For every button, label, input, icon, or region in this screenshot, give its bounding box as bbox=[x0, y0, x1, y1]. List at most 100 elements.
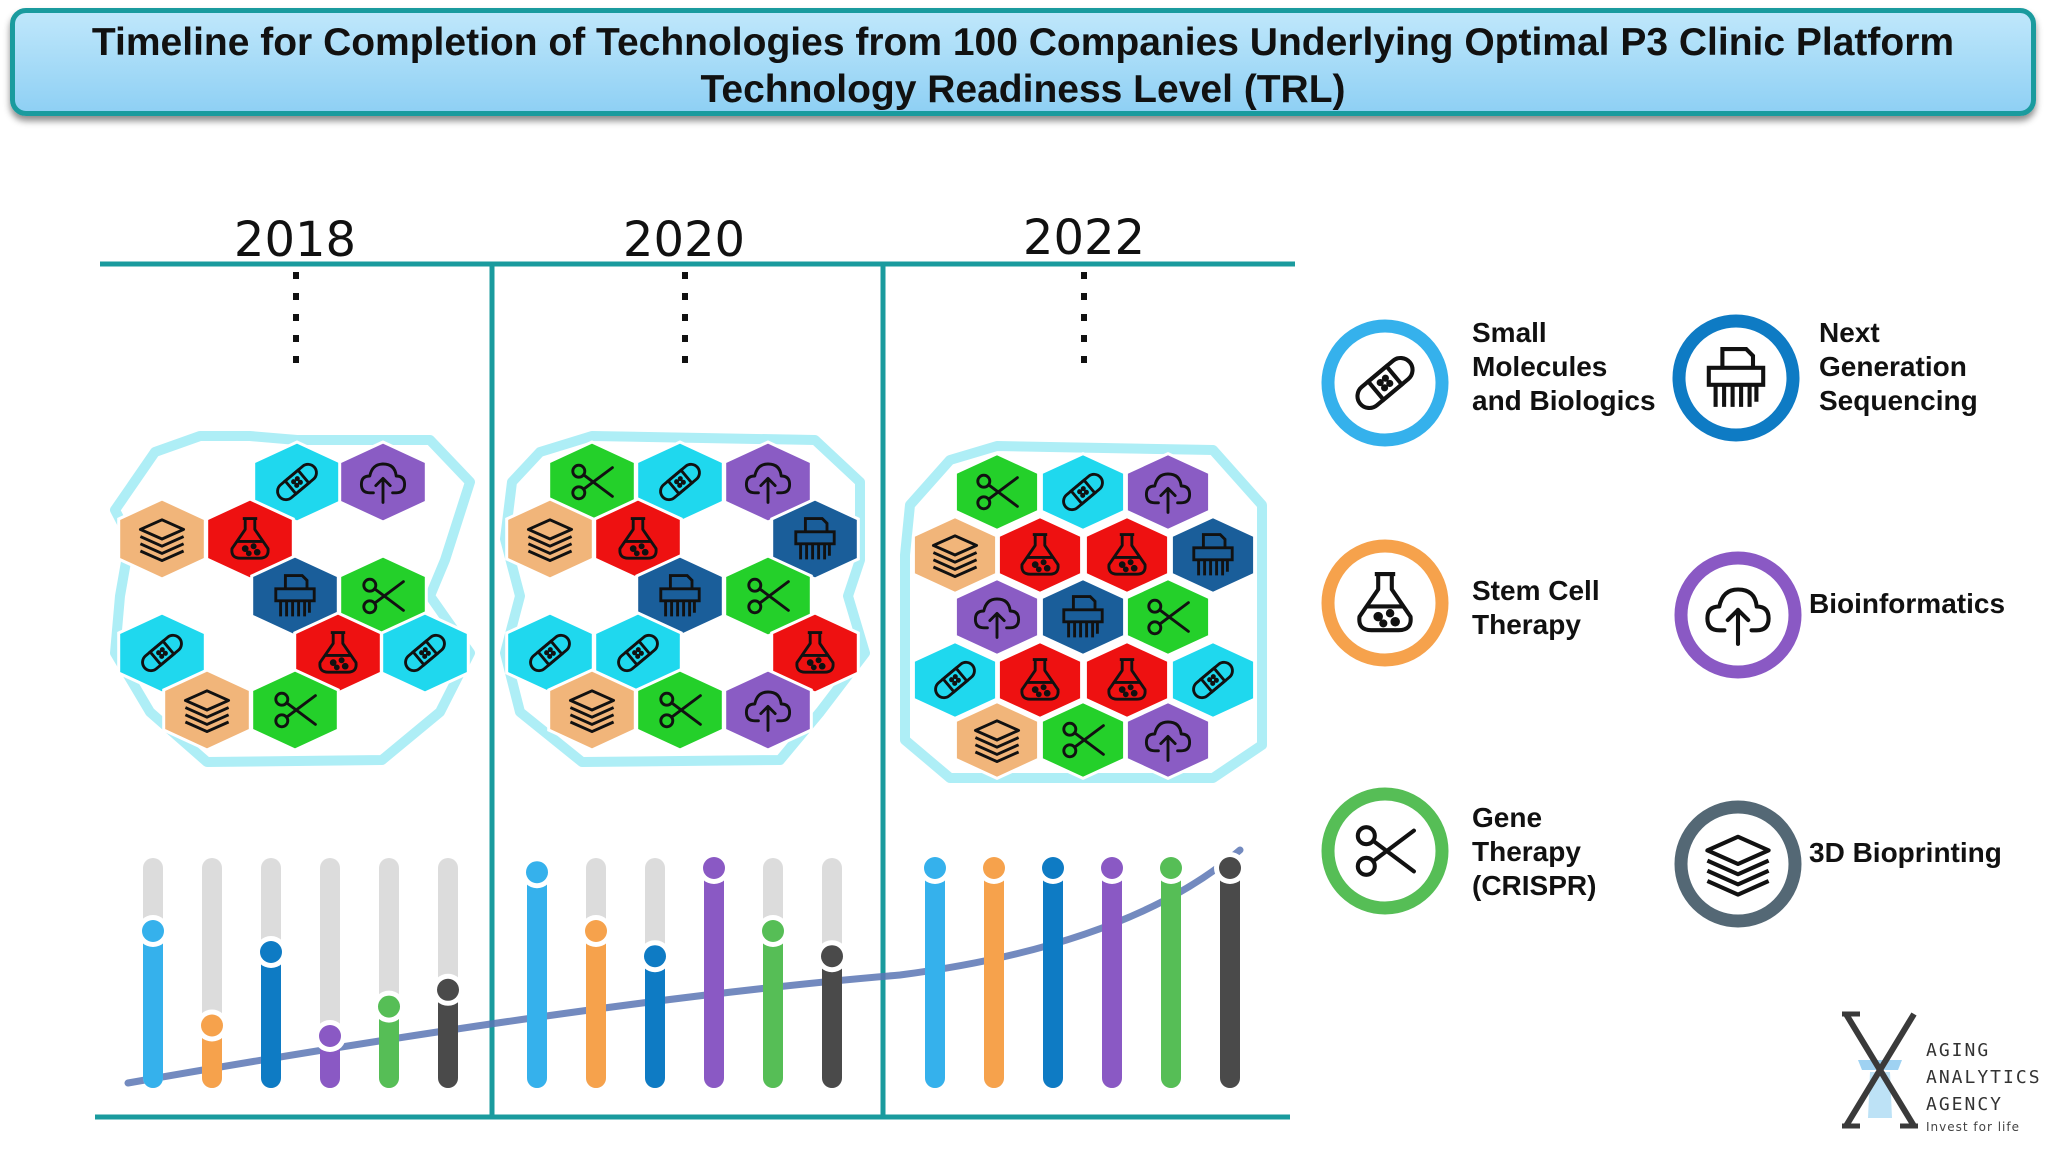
hex-cluster-2018 bbox=[110, 431, 475, 767]
leader-dot bbox=[293, 314, 299, 321]
bar-stem_cell-2018 bbox=[196, 858, 228, 1088]
legend-stem_cell bbox=[1321, 539, 1449, 667]
year-label-2020: 2020 bbox=[622, 212, 746, 268]
leader-dot bbox=[682, 356, 688, 363]
bar-knob bbox=[260, 941, 282, 963]
hex-cell-ngs bbox=[1169, 514, 1257, 596]
bar-knob bbox=[201, 1014, 223, 1037]
bar-bioinformatics-2020 bbox=[698, 852, 730, 1088]
legend-label-line: and Biologics bbox=[1472, 385, 1656, 416]
hex-cell-ngs bbox=[770, 497, 860, 581]
hex-cell-stem_cell bbox=[770, 611, 860, 695]
leader-dot bbox=[293, 272, 299, 279]
bar-small_molecules-2020 bbox=[521, 856, 553, 1088]
hex-cell-bioinformatics bbox=[723, 668, 813, 752]
bar-ngs-2018 bbox=[255, 858, 287, 1088]
hex-cell-stem_cell bbox=[1083, 639, 1171, 721]
legend-label-bioinformatics: Bioinformatics bbox=[1809, 587, 2005, 621]
hex-cell-bioinformatics bbox=[1124, 699, 1212, 781]
title-line-1: Timeline for Completion of Technologies … bbox=[91, 21, 1955, 64]
legend-label-line: Therapy bbox=[1472, 836, 1581, 867]
bar-small_molecules-2022 bbox=[919, 852, 951, 1088]
hex-cell-small_molecules bbox=[1039, 451, 1127, 533]
leader-dot bbox=[293, 293, 299, 300]
bar-bioprinting-2022 bbox=[1214, 852, 1246, 1088]
bar-ngs-2022 bbox=[1037, 852, 1069, 1088]
legend-label-bioprinting: 3D Bioprinting bbox=[1809, 836, 2002, 870]
legend-label-line: Generation bbox=[1819, 351, 1967, 382]
leader-dot bbox=[1081, 272, 1087, 279]
bar-knob bbox=[762, 920, 784, 942]
legend-label-gene_therapy: Gene Therapy (CRISPR) bbox=[1472, 801, 1596, 903]
bar-bioinformatics-2022 bbox=[1096, 852, 1128, 1088]
hex-cell-small_molecules bbox=[911, 639, 999, 721]
bar-knob bbox=[1160, 857, 1182, 879]
legend-gene_therapy bbox=[1321, 787, 1449, 915]
hex-cell-gene_therapy bbox=[1124, 576, 1212, 658]
hex-cell-bioinformatics bbox=[1124, 451, 1212, 533]
legend-label-line: Molecules bbox=[1472, 351, 1608, 382]
legend-bioprinting bbox=[1674, 800, 1802, 928]
legend-label-line: 3D Bioprinting bbox=[1809, 837, 2002, 868]
bar-knob bbox=[703, 857, 725, 879]
bar-knob bbox=[437, 978, 459, 1001]
bar-ngs-2020 bbox=[639, 858, 671, 1088]
hex-cell-stem_cell bbox=[996, 639, 1084, 721]
bar-gene_therapy-2018 bbox=[373, 858, 405, 1088]
hex-cell-small_molecules bbox=[1169, 639, 1257, 721]
hex-cell-stem_cell bbox=[205, 497, 295, 581]
legend-label-line: Small bbox=[1472, 317, 1547, 348]
hex-cell-bioprinting bbox=[953, 699, 1041, 781]
legend-label-line: (CRISPR) bbox=[1472, 870, 1597, 901]
leader-dot bbox=[682, 314, 688, 321]
hex-cell-bioinformatics bbox=[953, 576, 1041, 658]
hex-cell-bioprinting bbox=[911, 514, 999, 596]
leader-dot bbox=[1081, 356, 1087, 363]
hex-cell-small_molecules bbox=[117, 611, 207, 695]
year-label-2022: 2022 bbox=[1022, 210, 1146, 266]
logo-line-1: AGING bbox=[1926, 1040, 1991, 1061]
legend-label-line: Next bbox=[1819, 317, 1880, 348]
logo-line-3: AGENCY bbox=[1926, 1094, 2004, 1115]
hex-cell-small_molecules bbox=[380, 611, 470, 695]
hex-cell-bioinformatics bbox=[723, 440, 813, 524]
legend-label-line: Therapy bbox=[1472, 609, 1581, 640]
legend-label-small_molecules: Small Molecules and Biologics bbox=[1472, 316, 1656, 418]
leader-dot bbox=[1081, 293, 1087, 300]
logo-tagline: Invest for life bbox=[1926, 1120, 2020, 1134]
hex-clusters bbox=[110, 431, 1267, 783]
bar-knob bbox=[821, 945, 843, 968]
hex-cell-gene_therapy bbox=[250, 668, 340, 752]
hex-cell-gene_therapy bbox=[1039, 699, 1127, 781]
legend-label-line: Gene bbox=[1472, 802, 1543, 833]
legend-icons bbox=[1321, 314, 1802, 928]
leader-dot bbox=[682, 293, 688, 300]
legend-label-ngs: Next Generation Sequencing bbox=[1819, 316, 1978, 418]
leader-dot bbox=[293, 335, 299, 342]
bar-knob bbox=[1042, 857, 1064, 879]
agency-logo: AGING ANALYTICS AGENCY Invest for life bbox=[1840, 1010, 2040, 1140]
bar-knob bbox=[983, 857, 1005, 879]
trend-curve bbox=[124, 846, 1244, 1087]
trend-line bbox=[124, 846, 1244, 1087]
leader-dot bbox=[682, 335, 688, 342]
bar-stem_cell-2020 bbox=[580, 858, 612, 1088]
trl-bars bbox=[137, 852, 1246, 1088]
timeline-frame bbox=[95, 261, 1295, 1120]
legend-label-line: Sequencing bbox=[1819, 385, 1978, 416]
bar-knob bbox=[644, 945, 666, 968]
hourglass-icon bbox=[1842, 1011, 1918, 1129]
bar-bioinformatics-2018 bbox=[314, 858, 346, 1088]
year-dot-leaders bbox=[293, 272, 1087, 363]
bar-knob bbox=[585, 920, 607, 942]
bar-bioprinting-2020 bbox=[816, 858, 848, 1088]
legend-bioinformatics bbox=[1674, 551, 1802, 679]
bar-knob bbox=[1101, 857, 1123, 879]
legend-label-stem_cell: Stem Cell Therapy bbox=[1472, 574, 1600, 642]
bar-gene_therapy-2020 bbox=[757, 858, 789, 1088]
legend-label-line: Stem Cell bbox=[1472, 575, 1600, 606]
hex-cell-gene_therapy bbox=[953, 451, 1041, 533]
leader-dot bbox=[1081, 314, 1087, 321]
legend-ngs bbox=[1672, 314, 1800, 442]
